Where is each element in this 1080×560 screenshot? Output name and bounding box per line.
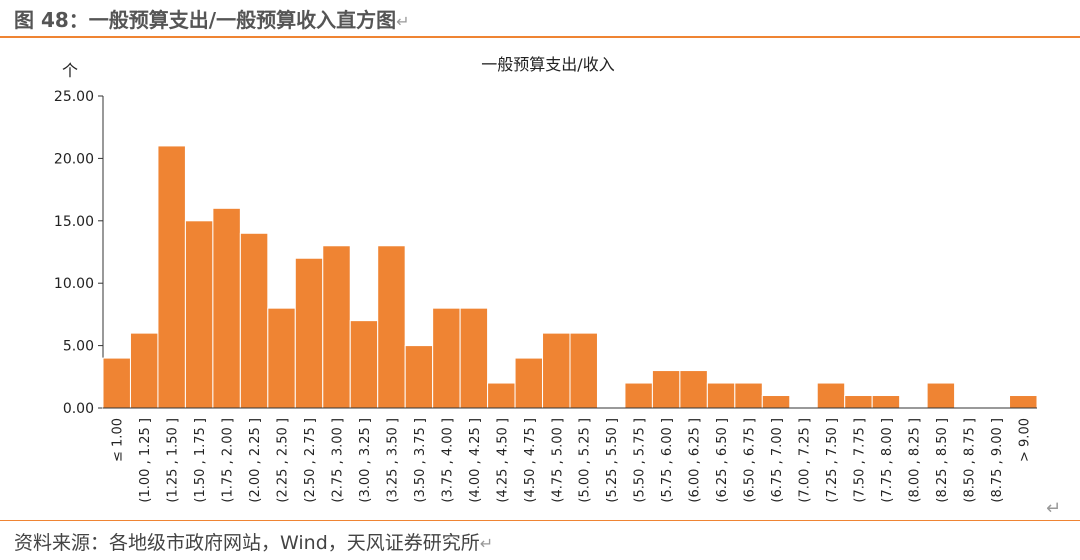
chart-title: 一般预算支出/收入 xyxy=(481,55,614,74)
return-mark-icon: ↵ xyxy=(396,12,410,31)
histogram-chart: 一般预算支出/收入 个 0.00 5.00 10.00 15.00 20.00 25.00… xyxy=(54,55,1038,503)
bar xyxy=(706,382,736,409)
x-tick-label: (4.00 , 4.25 ] xyxy=(468,418,483,503)
x-tick-label: (8.00 , 8.25 ] xyxy=(907,418,922,503)
bar xyxy=(734,382,763,409)
x-tick-label: (5.75 , 6.00 ] xyxy=(660,418,675,503)
x-tick-label: (7.00 , 7.25 ] xyxy=(798,418,813,503)
x-tick-label: (7.50 , 7.75 ] xyxy=(852,418,867,503)
bar xyxy=(926,382,956,409)
bar xyxy=(239,232,269,409)
x-tick-label: > 9.00 xyxy=(1017,418,1032,462)
y-tick-label: 25.00 xyxy=(54,89,94,105)
source-return-icon: ↵ xyxy=(479,534,494,553)
bar xyxy=(184,220,214,409)
x-tick-label: (3.75 , 4.00 ] xyxy=(440,418,455,503)
bar xyxy=(212,207,241,409)
source-note: 资料来源：各地级市政府网站，Wind，天风证券研究所↵ xyxy=(14,528,493,555)
bar xyxy=(487,382,516,409)
title-divider xyxy=(0,36,1080,38)
bar xyxy=(404,345,434,409)
bar xyxy=(569,332,598,409)
x-tick-label: (5.25 , 5.50 ] xyxy=(605,418,620,503)
bar xyxy=(129,332,159,409)
bar xyxy=(816,382,846,409)
bar xyxy=(102,357,131,409)
x-tick-label: (5.50 , 5.75 ] xyxy=(633,418,648,503)
bar xyxy=(459,307,489,409)
bar xyxy=(761,395,791,409)
x-tick-label: (2.25 , 2.50 ] xyxy=(276,418,291,503)
bar xyxy=(514,357,544,409)
x-tick-label: (7.75 , 8.00 ] xyxy=(880,418,895,503)
x-tick-label: (6.25 , 6.50 ] xyxy=(715,418,730,503)
x-tick-label: (6.75 , 7.00 ] xyxy=(770,418,785,503)
x-axis: ≤ 1.00 (1.00 , 1.25 ] (1.25 , 1.50 ] (1.50 … xyxy=(103,407,1037,503)
bar xyxy=(432,307,461,409)
bottom-divider xyxy=(0,520,1080,521)
x-tick-label: (1.50 , 1.75 ] xyxy=(193,418,208,503)
x-tick-label: (4.25 , 4.50 ] xyxy=(495,418,510,503)
bar xyxy=(844,395,873,409)
paragraph-return-icon: ↵ xyxy=(1046,498,1062,519)
bar xyxy=(267,307,296,409)
y-tick-label: 10.00 xyxy=(54,276,94,292)
x-tick-label: (2.00 , 2.25 ] xyxy=(248,418,263,503)
y-tick-label: 5.00 xyxy=(63,339,94,355)
bar xyxy=(624,382,653,409)
x-tick-label: (2.75 , 3.00 ] xyxy=(331,418,346,503)
x-tick-label: (1.25 , 1.50 ] xyxy=(166,418,181,503)
x-tick-label: (4.75 , 5.00 ] xyxy=(550,418,565,503)
x-tick-label: (8.50 , 8.75 ] xyxy=(962,418,977,503)
bar xyxy=(157,145,186,409)
x-tick-label: (1.75 , 2.00 ] xyxy=(221,418,236,503)
bar-series xyxy=(102,145,1038,409)
x-tick-label: (1.00 , 1.25 ] xyxy=(138,418,153,503)
x-tick-label: (2.50 , 2.75 ] xyxy=(303,418,318,503)
bar xyxy=(542,332,571,409)
y-tick-label: 0.00 xyxy=(63,401,94,417)
x-tick-label: (6.00 , 6.25 ] xyxy=(688,418,703,503)
bar xyxy=(679,370,708,409)
x-tick-label: (5.00 , 5.25 ] xyxy=(578,418,593,503)
x-tick-label: (4.50 , 4.75 ] xyxy=(523,418,538,503)
x-tick-label: (3.25 , 3.50 ] xyxy=(385,418,400,503)
bar xyxy=(322,245,351,409)
bar xyxy=(871,395,901,409)
bar xyxy=(651,370,681,409)
x-tick-label: (3.00 , 3.25 ] xyxy=(358,418,373,503)
y-tick-label: 20.00 xyxy=(54,151,94,167)
figure-title: 图 48：一般预算支出/一般预算收入直方图↵ xyxy=(14,4,410,33)
bar xyxy=(1009,395,1038,409)
source-text: 资料来源：各地级市政府网站，Wind，天风证券研究所 xyxy=(14,532,480,554)
y-axis-label: 个 xyxy=(62,61,78,80)
bar xyxy=(294,257,324,409)
y-axis: 0.00 5.00 10.00 15.00 20.00 25.00 xyxy=(54,89,104,417)
bar xyxy=(377,245,406,409)
x-tick-label: (8.25 , 8.50 ] xyxy=(935,418,950,503)
bar xyxy=(349,320,379,409)
x-tick-label: ≤ 1.00 xyxy=(111,418,126,462)
x-tick-label: (6.50 , 6.75 ] xyxy=(743,418,758,503)
x-tick-label: (3.50 , 3.75 ] xyxy=(413,418,428,503)
figure-title-text: 图 48：一般预算支出/一般预算收入直方图 xyxy=(14,8,397,32)
x-tick-label: (8.75 , 9.00 ] xyxy=(990,418,1005,503)
y-tick-label: 15.00 xyxy=(54,214,94,230)
x-tick-label: (7.25 , 7.50 ] xyxy=(825,418,840,503)
